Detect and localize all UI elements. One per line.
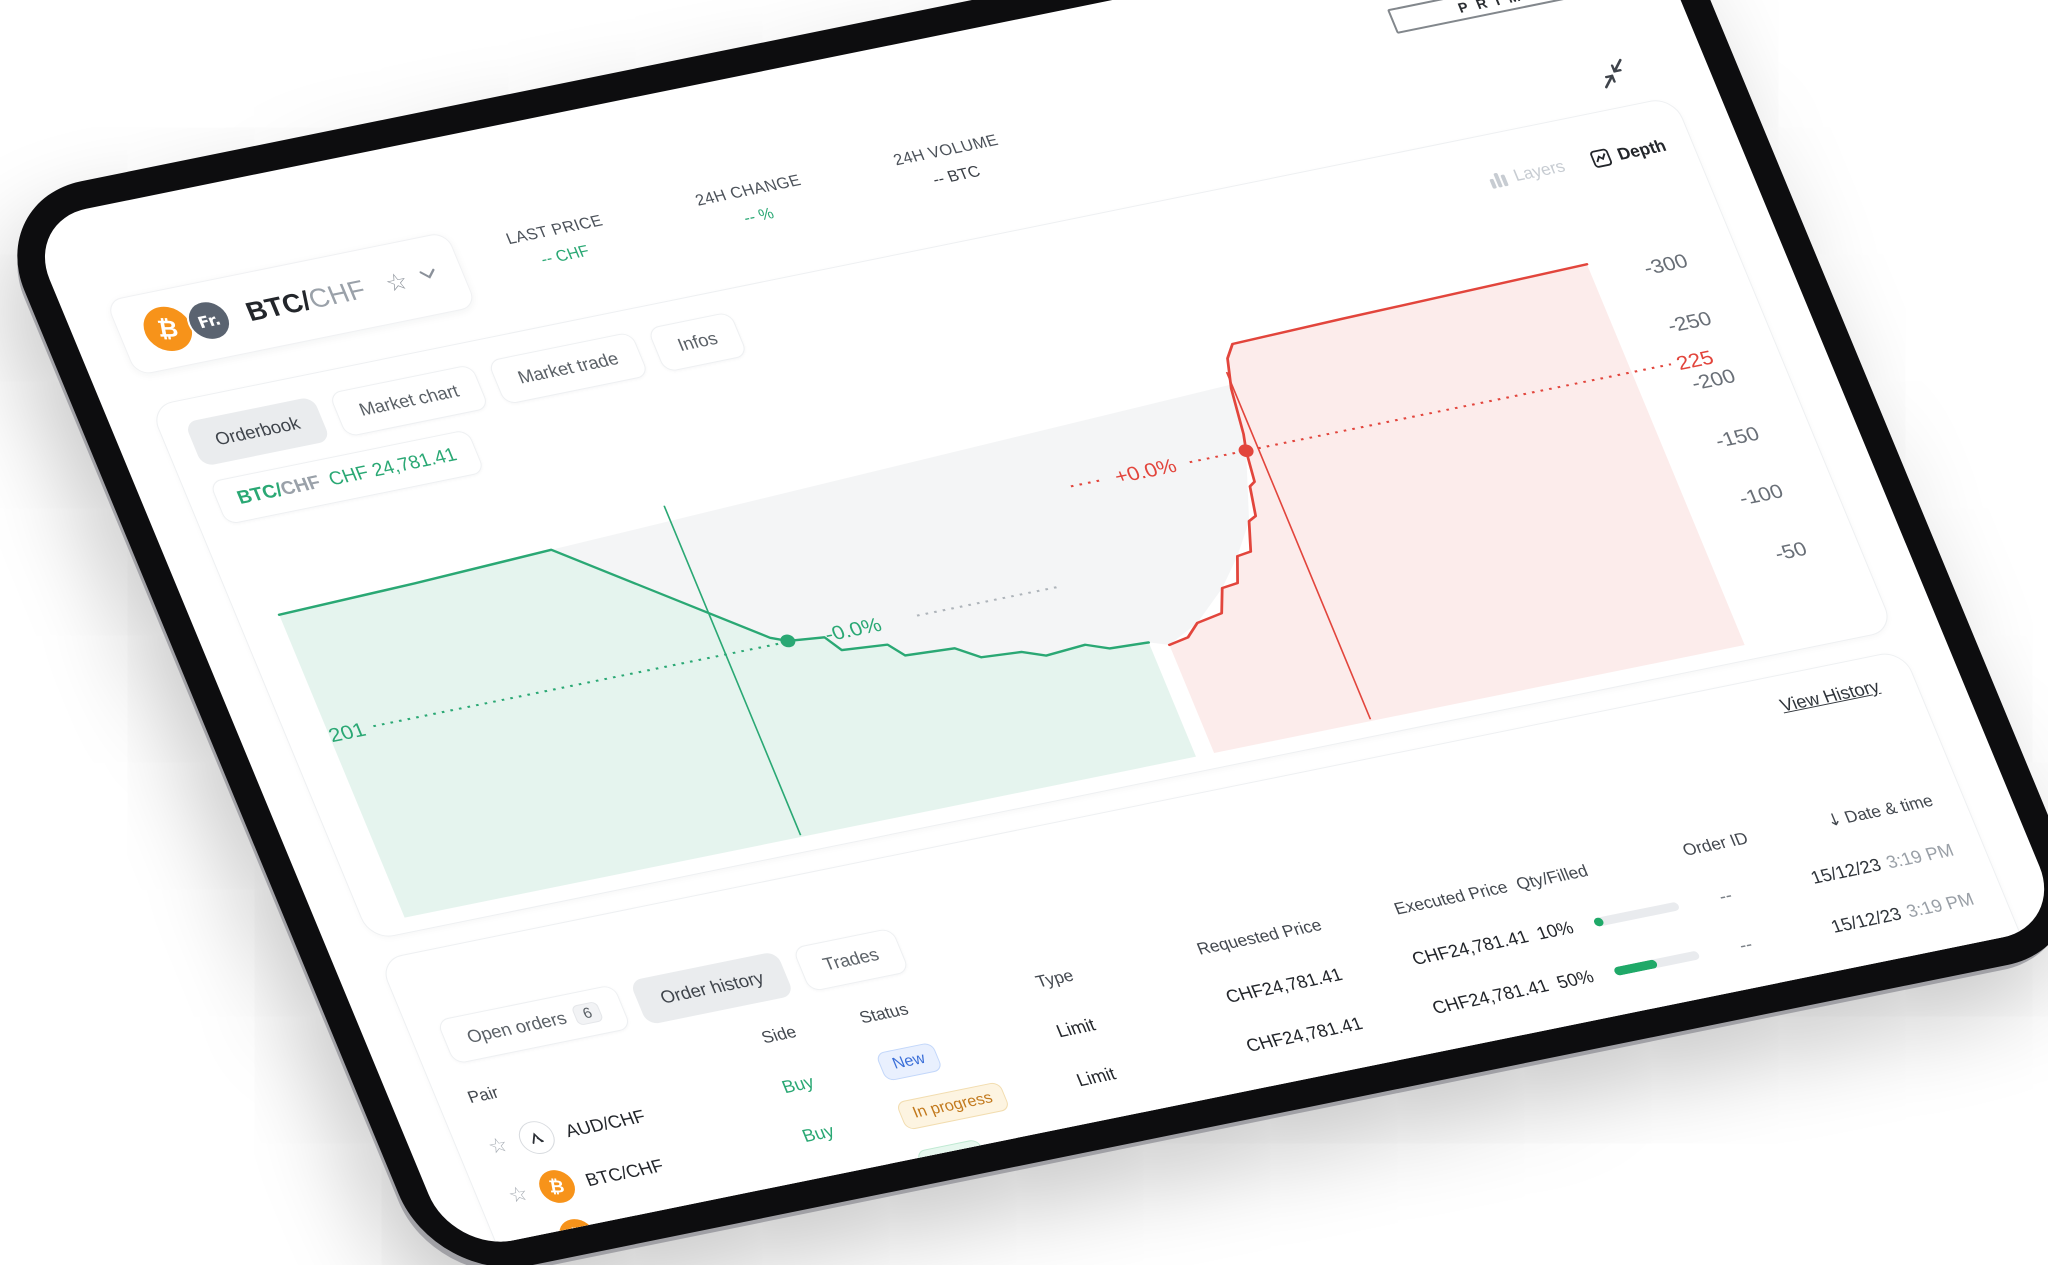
y-axis-tick: -100 [1736,481,1787,510]
y-axis-tick: -300 [1640,250,1691,279]
pair-cell: ☆ AUD/CHF [482,1072,789,1164]
pair-selector[interactable]: ₿ Fr. BTC/CHF ☆ [105,231,478,377]
status-badge: Filled [915,1138,991,1180]
fill-progress-bar [1592,901,1681,927]
chart-controls: Layers Depth [1485,136,1669,191]
brand-subtitle: PRIME [1386,0,1609,34]
pair-base: BTC/ [241,285,316,327]
collapse-icon[interactable] [1591,55,1635,91]
view-history-link[interactable]: View History [1777,676,1883,716]
time-value: 3:19 PM [1903,888,1977,921]
brand-logo: TAURUS PRIME [1371,0,1609,34]
tab-open-orders-label: Open orders [463,1008,570,1047]
y-axis-tick: -150 [1712,423,1763,452]
layers-label: Layers [1510,156,1568,185]
depth-chart[interactable]: -300-250-200-150-100-50 201 -0.0% +0.0% … [230,234,1861,923]
market-tabs: Orderbook Market chart Market trade Info… [184,123,1674,467]
type-cell: Limit [1093,1112,1139,1139]
time-value: 3:19 PM [1923,937,1998,970]
qty-value: 50% [1553,965,1597,992]
stat-24h-change: 24H CHANGE -- % [693,172,815,236]
col-side: Side [758,1022,800,1048]
pair-label: AUD/CHF [561,1105,649,1141]
favorite-star-icon[interactable]: ☆ [380,267,413,298]
tab-market-chart[interactable]: Market chart [328,364,490,438]
type-cell: Limit [1053,1014,1099,1041]
favorite-star-icon[interactable]: ☆ [504,1181,533,1208]
date-value: 15/12/23 [1807,854,1884,888]
tab-infos[interactable]: Infos [646,311,749,373]
stat-last-price: LAST PRICE -- CHF [504,213,617,275]
col-order-id: Order ID [1679,828,1751,860]
col-date-label: Date & time [1841,791,1937,827]
bids-line [277,548,1151,659]
pill-price: CHF 24,781.41 [325,444,461,491]
favorite-star-icon[interactable]: ☆ [484,1132,512,1159]
fill-progress-bar [1632,998,1721,1025]
time-value: 3:19 PM [1882,839,1957,872]
tab-order-history[interactable]: Order history [629,951,795,1026]
market-card: Orderbook Market chart Market trade Info… [148,96,1896,941]
stat-24h-volume: 24H VOLUME -- BTC [891,132,1012,195]
order-id-cell: -- [1715,884,1736,906]
tab-orderbook[interactable]: Orderbook [184,396,332,467]
date-value: 15/12/23 [1827,903,1905,937]
date-value: 15/12/23 [1847,952,1925,986]
tab-market-trade[interactable]: Market trade [487,331,650,406]
asks-line [1167,263,1589,647]
depth-label: Depth [1614,135,1669,164]
layers-toggle[interactable]: Layers [1485,156,1568,190]
layers-icon [1489,172,1509,189]
btc-coin-icon: ₿ [533,1167,581,1206]
bid-marker-dot [780,634,796,648]
qty-value: 50% [1573,1014,1617,1041]
pair-label: BTC/EUR [602,1203,688,1239]
ask-marker-dot [1238,444,1254,458]
btc-coin-icon: ₿ [553,1216,601,1253]
order-row[interactable]: ☆ AUD/CHF Buy New Limit CHF24,781.41 CHF… [479,825,1963,1172]
pill-pair-quote: CHF [277,472,324,500]
ask-crosshair [1225,371,1372,720]
fill-progress-bar [1612,950,1701,976]
bid-level-line-ext [916,585,1059,617]
side-cell: Buy [819,1169,858,1195]
asks-area [1169,264,1745,753]
depth-toggle[interactable]: Depth [1588,136,1669,170]
mid-zone-area [551,384,1250,658]
chevron-down-icon[interactable] [418,266,442,286]
order-id-cell: -- [1756,982,1776,1004]
bids-area [279,549,1196,918]
side-cell: Buy [778,1071,817,1097]
pair-quote: CHF [303,274,371,314]
col-type: Type [1032,966,1077,992]
app-screen: TAURUS PRIME ₿ Fr. BTC/CHF ☆ [25,0,2048,1253]
status-badge: New [874,1041,944,1082]
open-orders-count-badge: 6 [570,1000,605,1026]
ask-level-line [1189,363,1672,464]
y-axis-tick: -50 [1771,538,1810,565]
y-axis-tick: -250 [1664,308,1715,337]
qty-value: 10% [1533,916,1577,943]
pair-name: BTC/CHF [241,274,371,327]
bid-crosshair [663,505,802,836]
side-cell: Buy [798,1120,838,1146]
pill-pair: BTC/CHF [234,472,324,509]
depth-icon [1589,148,1612,168]
order-id-cell: -- [1735,933,1756,955]
pair-label: BTC/CHF [582,1155,667,1190]
type-cell: Limit [1073,1063,1119,1090]
aud-coin-icon [513,1118,560,1158]
tab-open-orders[interactable]: Open orders 6 [436,984,633,1065]
orders-panel: View History Open orders 6 Order history… [378,649,2048,1253]
tab-trades[interactable]: Trades [792,927,910,993]
favorite-star-icon[interactable]: ☆ [524,1230,553,1253]
orders-table: Pair Side Status Type Requested Price Ex… [465,791,2004,1253]
